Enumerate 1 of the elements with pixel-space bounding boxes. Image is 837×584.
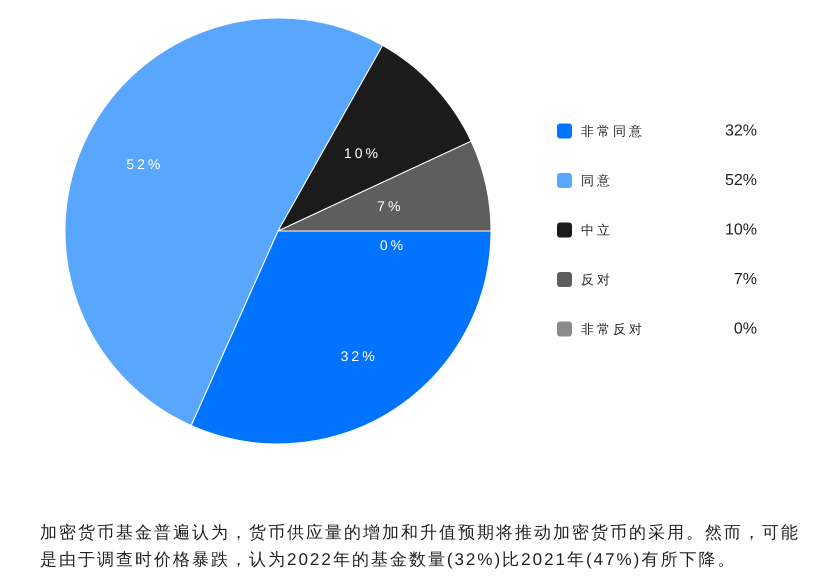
annotation: 加密货币基金普遍认为，货币供应量的增加和升值预期将推动加密货币的采用。然而，可能是由于调查时价格暴跌，认为2022年的基金数量(32%)比2021年(47%)有所下降。 — [40, 522, 801, 571]
